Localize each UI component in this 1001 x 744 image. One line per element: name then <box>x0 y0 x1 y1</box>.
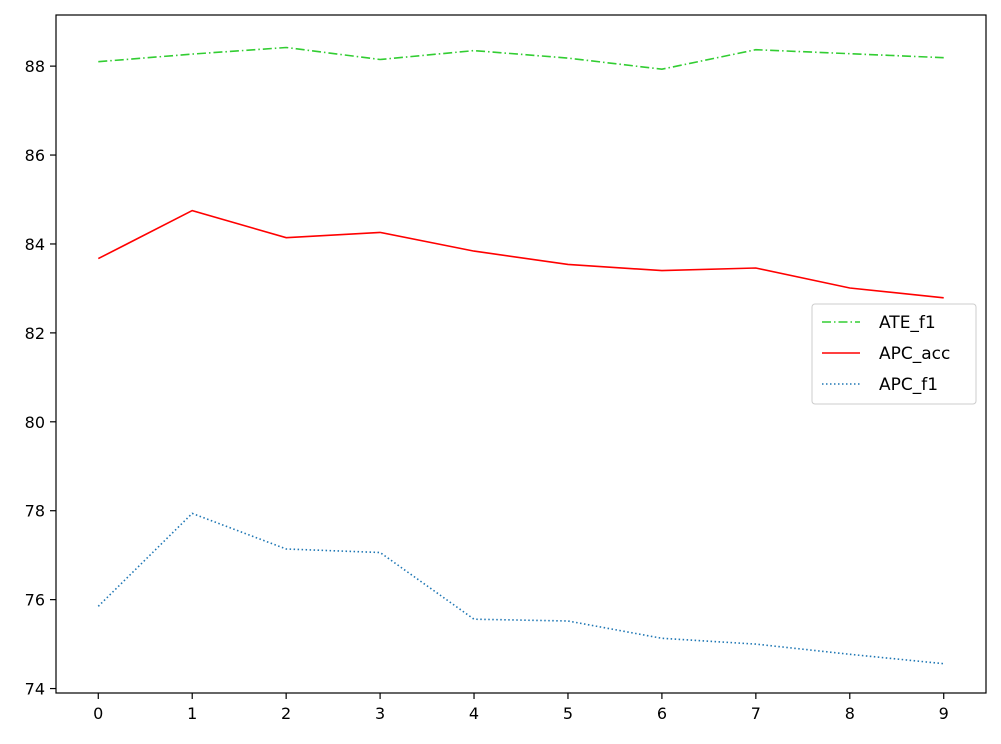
x-tick-label: 2 <box>281 704 291 723</box>
x-tick-label: 1 <box>187 704 197 723</box>
y-tick-label: 86 <box>25 146 45 165</box>
x-tick-label: 6 <box>657 704 667 723</box>
y-tick-label: 74 <box>25 680 45 699</box>
x-tick-label: 3 <box>375 704 385 723</box>
y-tick-label: 84 <box>25 235 45 254</box>
series-line-apc-acc <box>97 209 944 299</box>
y-tick-label: 78 <box>25 502 45 521</box>
y-tick-label: 76 <box>25 591 45 610</box>
x-tick-label: 7 <box>751 704 761 723</box>
legend-box <box>811 303 977 405</box>
plot-frame <box>55 14 987 694</box>
series-line-ate-f1 <box>98 46 944 71</box>
x-tick-label: 5 <box>563 704 573 723</box>
y-tick-label: 80 <box>25 413 45 432</box>
x-tick-label: 9 <box>939 704 949 723</box>
y-tick-label: 88 <box>25 57 45 76</box>
series-line-apc-f1 <box>97 512 944 665</box>
legend-label: APC_acc <box>879 344 950 364</box>
series-layer <box>97 46 944 665</box>
x-tick-label: 0 <box>93 704 103 723</box>
legend: ATE_f1 APC_acc APC_f1 <box>811 303 977 405</box>
x-tick-label: 8 <box>845 704 855 723</box>
legend-label: APC_f1 <box>879 375 938 395</box>
x-tick-label: 4 <box>469 704 479 723</box>
y-axis: 74 76 78 80 82 84 86 88 <box>25 57 56 699</box>
x-axis: 0 1 2 3 4 5 6 7 8 9 <box>93 693 949 723</box>
y-tick-label: 82 <box>25 324 45 343</box>
legend-label: ATE_f1 <box>879 313 936 333</box>
